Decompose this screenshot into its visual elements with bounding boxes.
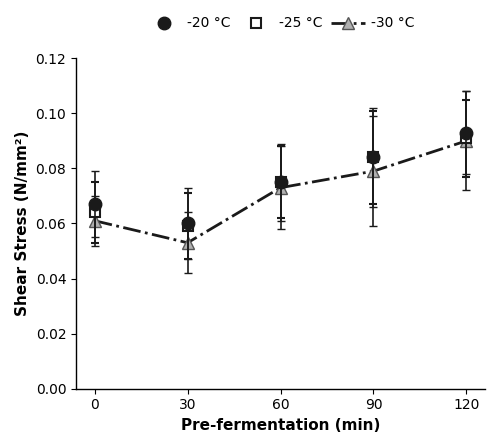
Y-axis label: Shear Stress (N/mm²): Shear Stress (N/mm²) <box>15 131 30 316</box>
Legend: -20 °C, -25 °C, -30 °C: -20 °C, -25 °C, -30 °C <box>142 12 418 34</box>
X-axis label: Pre-fermentation (min): Pre-fermentation (min) <box>181 418 380 433</box>
